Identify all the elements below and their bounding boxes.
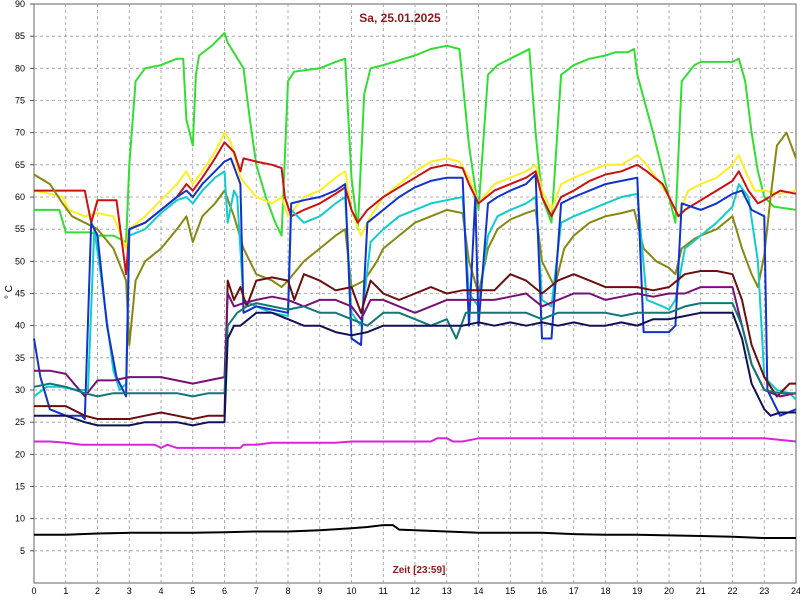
x-tick-label: 0: [31, 586, 36, 596]
y-tick-label: 20: [15, 449, 25, 459]
y-tick-label: 40: [15, 321, 25, 331]
y-tick-label: 30: [15, 385, 25, 395]
x-tick-label: 13: [442, 586, 452, 596]
x-tick-label: 4: [158, 586, 163, 596]
x-tick-label: 11: [379, 586, 388, 596]
y-tick-label: 35: [15, 353, 25, 363]
y-tick-label: 45: [15, 289, 25, 299]
x-tick-label: 12: [410, 586, 420, 596]
x-tick-label: 17: [569, 586, 579, 596]
y-tick-label: 50: [15, 256, 25, 266]
x-tick-label: 1: [63, 586, 68, 596]
series-line-6: [33, 157, 797, 420]
series-line-8: [34, 286, 797, 398]
x-tick-label: 16: [537, 586, 547, 596]
y-tick-label: 60: [15, 192, 25, 202]
x-tick-label: 19: [632, 586, 642, 596]
series-line-10: [34, 311, 796, 427]
y-tick-labels: 5 10 15 20 25 30 35 40 45 50 55 60 65 70 75 80 85 90: [15, 0, 34, 556]
x-axis-label: Zeit [23:59]: [393, 565, 446, 576]
x-tick-label: 2: [95, 586, 100, 596]
y-tick-label: 65: [15, 160, 25, 170]
x-tick-label: 10: [346, 586, 356, 596]
y-tick-label: 55: [15, 224, 25, 234]
x-tick-label: 23: [759, 586, 769, 596]
y-tick-label: 75: [15, 96, 25, 106]
series-group: [33, 32, 797, 539]
x-tick-label: 14: [473, 586, 483, 596]
y-axis-label: ° C: [4, 285, 15, 299]
x-tick-label: 15: [505, 586, 515, 596]
y-tick-label: 10: [15, 514, 25, 524]
series-line-11: [34, 437, 797, 449]
series-line-7: [34, 270, 796, 420]
series-line-4: [33, 131, 797, 346]
chart-title: Sa, 25.01.2025: [359, 11, 441, 25]
y-tick-label: 80: [15, 63, 25, 73]
x-tick-label: 6: [222, 586, 227, 596]
y-tick-label: 70: [15, 128, 25, 138]
x-tick-label: 9: [317, 586, 322, 596]
x-tick-labels: 0 1 2 3 4 5 6 7 8 9 10 11 12 13 14 15 16 17 18 19 20 21 22 23 24: [31, 586, 800, 596]
x-tick-label: 8: [285, 586, 290, 596]
series-line-1: [34, 32, 797, 243]
y-tick-label: 90: [15, 0, 25, 9]
y-tick-label: 85: [15, 31, 25, 41]
y-tick-label: 5: [20, 546, 25, 556]
y-tick-label: 15: [15, 482, 25, 492]
x-tick-label: 24: [791, 586, 800, 596]
series-line-9: [33, 302, 796, 398]
x-tick-label: 18: [600, 586, 610, 596]
series-line-5: [33, 170, 797, 401]
x-tick-label: 21: [696, 586, 706, 596]
x-tick-label: 22: [727, 586, 737, 596]
series-line-12: [34, 524, 796, 539]
x-tick-label: 3: [127, 586, 132, 596]
x-tick-label: 7: [254, 586, 259, 596]
x-tick-label: 20: [664, 586, 674, 596]
y-tick-label: 25: [15, 417, 25, 427]
x-tick-label: 5: [190, 586, 195, 596]
